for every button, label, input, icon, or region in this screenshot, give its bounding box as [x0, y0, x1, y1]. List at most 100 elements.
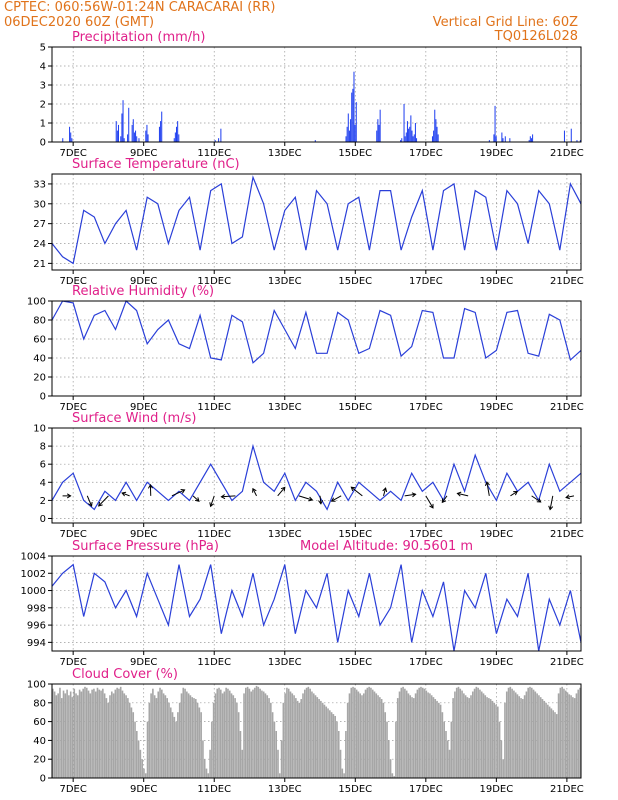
panel-title: Surface Pressure (hPa)	[72, 539, 219, 554]
bar	[298, 702, 301, 778]
bar	[250, 691, 252, 778]
wind-arrow-head	[194, 497, 200, 502]
bar	[486, 697, 488, 778]
bar	[118, 688, 120, 778]
bar	[552, 710, 555, 778]
bar	[576, 140, 578, 142]
bar	[371, 689, 374, 778]
bar	[491, 700, 494, 778]
x-date-label: 15DEC	[338, 784, 372, 795]
bar	[237, 712, 240, 778]
bar	[205, 768, 208, 778]
bar	[484, 695, 487, 778]
bar	[262, 691, 265, 778]
x-date-label: 17DEC	[409, 148, 443, 159]
panel-5: 994 996 998 1000 1002 1004 7DEC 9DEC 11DEC 13DEC 1…	[21, 539, 584, 668]
bar	[376, 130, 378, 142]
bar	[311, 691, 313, 778]
y-tick-label: 40	[33, 354, 46, 365]
bar	[427, 692, 429, 778]
panel-3: 0 20 40 60 80 100 7DEC 9DEC 11DEC 13DEC 15DEC 17DEC…	[27, 284, 584, 413]
bar	[522, 699, 524, 778]
bar	[221, 693, 224, 778]
x-date-label: 7DEC	[59, 148, 86, 159]
wind-arrow-head	[66, 493, 72, 499]
bar	[123, 138, 125, 142]
bar	[102, 688, 104, 778]
bar	[321, 702, 324, 778]
x-date-label: 9DEC	[130, 148, 157, 159]
bar	[561, 686, 563, 778]
bar	[131, 124, 133, 142]
bar	[309, 688, 311, 778]
bar	[123, 693, 126, 778]
bar	[532, 134, 534, 142]
bar	[214, 693, 217, 778]
bar	[57, 693, 59, 778]
bar	[563, 130, 565, 142]
bar	[55, 695, 58, 778]
bar	[62, 690, 65, 778]
wind-arrow	[277, 487, 286, 497]
bar	[416, 689, 419, 778]
bar	[495, 704, 497, 778]
wind-arrow	[383, 487, 387, 496]
bar	[389, 759, 392, 778]
bar	[404, 688, 406, 778]
bar	[60, 698, 63, 778]
bar	[525, 691, 528, 778]
y-tick-label: 1004	[21, 552, 46, 563]
bar	[157, 691, 160, 778]
x-date-label: 11DEC	[197, 402, 231, 413]
bar	[362, 693, 365, 778]
x-date-label: 13DEC	[268, 529, 302, 540]
wind-arrow	[531, 495, 541, 503]
bar	[100, 690, 102, 778]
wind-arrow	[319, 495, 322, 504]
y-tick-label: 60	[33, 335, 46, 346]
bar	[189, 695, 192, 778]
bar	[52, 688, 54, 778]
bar	[350, 119, 352, 142]
bar	[421, 687, 424, 778]
bar	[479, 689, 481, 778]
x-date-label: 13DEC	[268, 402, 302, 413]
bar	[148, 702, 151, 778]
bar	[547, 704, 549, 778]
bar	[307, 686, 310, 778]
y-tick-label: 0	[40, 138, 46, 149]
bar	[136, 136, 138, 142]
bar	[266, 695, 269, 778]
bar	[348, 130, 350, 142]
bar	[143, 768, 145, 778]
bar	[132, 119, 134, 142]
bar	[475, 686, 478, 778]
bar	[401, 138, 403, 142]
bar	[69, 691, 72, 778]
bar	[232, 695, 235, 778]
wind-arrow-head	[88, 501, 93, 507]
bar	[125, 695, 127, 778]
y-tick-label: 24	[33, 239, 46, 250]
bar	[241, 749, 244, 778]
bar	[271, 712, 274, 778]
bar	[137, 740, 140, 778]
bar	[223, 691, 226, 778]
x-date-label: 11DEC	[197, 657, 231, 668]
bar	[454, 691, 456, 778]
bar	[434, 109, 436, 142]
bar	[312, 693, 315, 778]
bar	[191, 697, 194, 778]
wind-arrow-head	[209, 502, 215, 508]
bar	[334, 715, 336, 778]
bar	[513, 690, 515, 778]
bar	[402, 686, 404, 778]
bar	[174, 132, 176, 142]
bar	[359, 693, 361, 778]
bar	[243, 693, 245, 778]
bar	[89, 693, 92, 778]
bar	[273, 721, 276, 778]
bar	[418, 687, 420, 778]
wind-arrow	[425, 495, 434, 509]
